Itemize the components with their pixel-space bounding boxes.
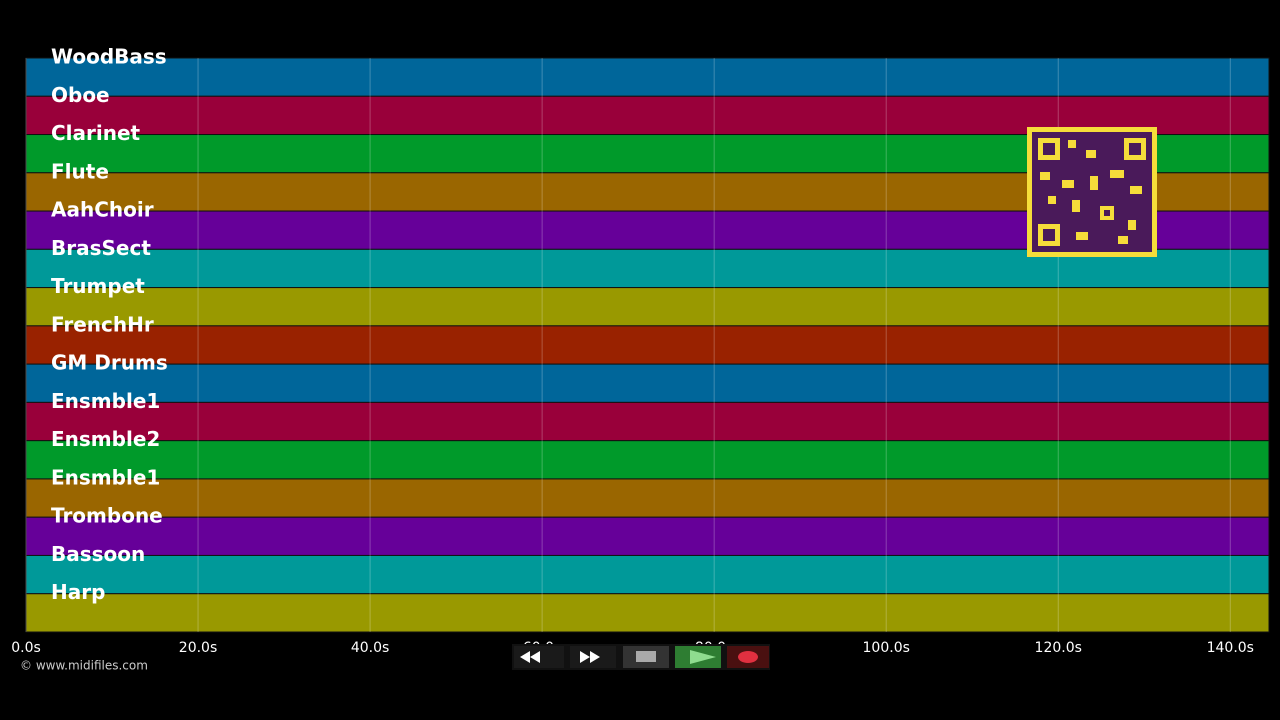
qr-code <box>1027 127 1157 257</box>
fast-forward-button[interactable] <box>570 646 616 668</box>
track-label: Ensmble2 <box>51 427 160 451</box>
track-label: Bassoon <box>51 542 145 566</box>
copyright: © www.midifiles.com <box>20 659 148 673</box>
track-band <box>25 478 1270 518</box>
track-label: FrenchHr <box>51 312 154 336</box>
x-tick-label: 120.0s <box>1035 640 1082 656</box>
track-label: BrasSect <box>51 236 151 260</box>
track-band <box>25 401 1270 442</box>
track-band <box>25 554 1270 595</box>
track-label: Ensmble1 <box>51 465 160 489</box>
track-band <box>25 57 1270 97</box>
x-tick-label: 0.0s <box>11 640 41 656</box>
x-tick-label: 20.0s <box>179 640 217 656</box>
x-tick-label: 100.0s <box>863 640 910 656</box>
track-label: WoodBass <box>51 45 167 69</box>
track-label: Oboe <box>51 83 110 107</box>
track-band <box>25 516 1270 556</box>
transport-controls <box>512 644 770 670</box>
track-band <box>25 440 1270 480</box>
track-label: Flute <box>51 159 109 183</box>
x-tick-label: 140.0s <box>1207 640 1254 656</box>
x-tick-label: 40.0s <box>351 640 389 656</box>
record-button[interactable] <box>727 646 769 668</box>
play-button[interactable] <box>675 646 721 668</box>
track-band <box>25 325 1270 365</box>
rewind-button[interactable] <box>514 646 564 668</box>
stop-button[interactable] <box>623 646 669 668</box>
track-label: Harp <box>51 580 105 604</box>
track-band <box>25 363 1270 403</box>
track-label: GM Drums <box>51 351 168 375</box>
track-label: Trombone <box>51 504 163 528</box>
track-label: Trumpet <box>51 274 145 298</box>
track-label: AahChoir <box>51 198 154 222</box>
track-band <box>25 287 1270 327</box>
track-label: Clarinet <box>51 121 141 145</box>
grid <box>25 58 1231 632</box>
track-band <box>25 593 1270 633</box>
track-label: Ensmble1 <box>51 389 160 413</box>
